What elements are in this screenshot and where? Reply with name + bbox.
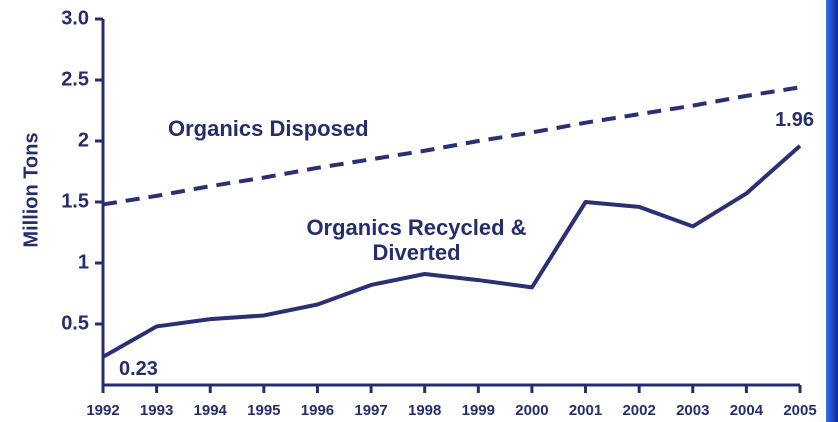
y-tick-label: 1	[78, 251, 89, 273]
x-tick-label: 1995	[247, 402, 280, 419]
y-tick-label: 3.0	[61, 7, 89, 29]
x-tick-label: 1994	[194, 402, 228, 419]
data-label: 0.23	[119, 358, 158, 380]
data-label: 1.96	[775, 109, 814, 131]
x-tick-label: 1999	[462, 402, 495, 419]
x-tick-label: 1992	[86, 402, 119, 419]
series-label: Organics Disposed	[168, 116, 369, 141]
x-tick-label: 2002	[622, 402, 655, 419]
x-tick-label: 2001	[569, 402, 602, 419]
x-tick-label: 2004	[730, 402, 764, 419]
x-tick-label: 1997	[354, 402, 387, 419]
y-tick-label: 2	[78, 129, 89, 151]
x-tick-label: 1998	[408, 402, 441, 419]
y-tick-label: 1.5	[61, 190, 89, 212]
series-line	[102, 85, 801, 207]
x-tick-label: 1996	[301, 402, 334, 419]
x-tick-label: 2000	[515, 402, 548, 419]
x-tick-label: 1993	[140, 402, 173, 419]
y-tick-label: 2.5	[61, 68, 89, 90]
x-tick-label: 2005	[783, 402, 816, 419]
series-label: Organics Recycled & Diverted	[306, 215, 527, 265]
y-axis-label: Million Tons	[20, 132, 42, 247]
series-line	[102, 144, 802, 359]
y-tick-label: 0.5	[61, 312, 89, 334]
side-strip	[826, 0, 838, 422]
x-tick-label: 2003	[676, 402, 709, 419]
